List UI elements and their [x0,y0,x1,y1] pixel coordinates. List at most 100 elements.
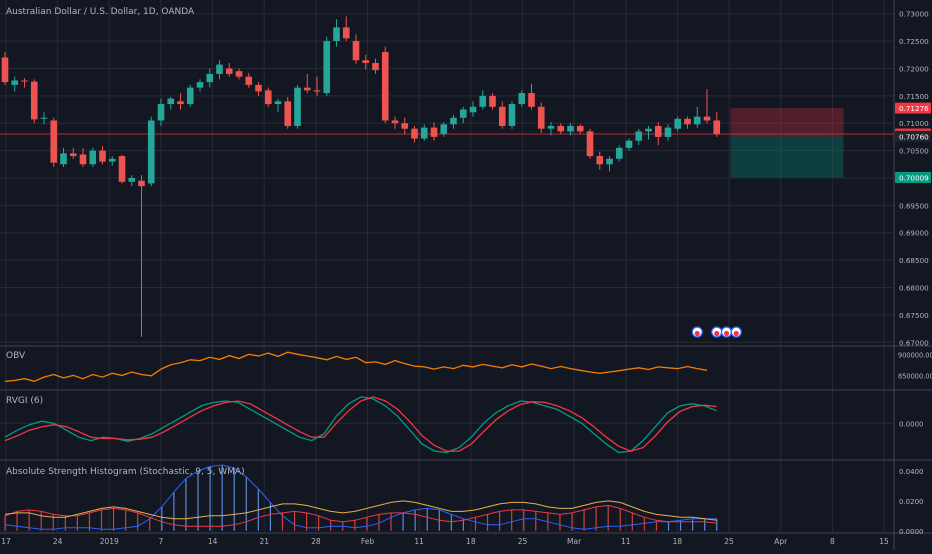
candle-body [323,41,331,94]
price-tick-label: 0.71000 [899,119,929,128]
candle-body [625,140,633,148]
candle-body [450,117,457,125]
candle-body [167,98,175,105]
candle-body [372,62,379,71]
ash-tick-label: 0.0400 [899,468,924,476]
take-profit-zone [730,136,844,178]
candle-body [206,73,214,83]
price-tick-label: 0.70500 [899,147,929,156]
event-marker-flag [714,330,720,337]
candle-body [21,80,28,82]
ash-pane [4,464,718,531]
stop-loss-zone [730,108,844,137]
candle-body [303,87,311,91]
candle-body [225,68,233,74]
candle-body [489,95,496,107]
time-tick-label: 11 [621,537,631,546]
obv-title: OBV [6,351,26,361]
time-tick-label: 11 [414,537,424,546]
event-marker-flag [694,330,700,337]
time-tick-label: 14 [208,537,218,546]
candle-body [30,81,38,120]
candle-body [342,27,350,39]
time-tick-label: 2019 [100,537,119,546]
time-tick-label: Mar [567,537,582,546]
candle-body [528,93,535,107]
candle-body [547,125,555,129]
candle-body [313,90,321,92]
candle-body [508,104,516,126]
price-tick-label: 0.68500 [899,256,929,265]
candle-body [1,57,9,83]
candle-body [274,101,282,105]
time-tick-label: Feb [361,537,375,546]
candle-body [128,177,136,182]
candle-body [60,153,67,165]
event-marker-flag [733,330,739,337]
candle-body [352,41,360,61]
time-tick-label: 17 [1,537,11,546]
candle-body [196,82,204,88]
price-tick-label: 0.67000 [899,338,929,347]
candle-body [391,120,399,124]
rvgi-tick-label: 0.0000 [899,420,924,428]
candle-body [693,116,701,125]
candle-body [586,131,594,157]
entry-price-tag: 0.70760 [899,132,929,141]
candle-body [69,153,77,157]
candle-body [635,131,643,141]
time-tick-label: 7 [159,537,164,546]
ash-title: Absolute Strength Histogram (Stochastic,… [6,467,245,477]
candle-body [459,109,467,118]
event-marker-flag [723,330,730,337]
ash-tick-label: 0.0000 [899,528,924,536]
candle-body [284,101,292,126]
candle-body [420,127,428,139]
candle-body [216,64,223,74]
entry-price-tag-bg [895,130,931,142]
candle-body [440,124,448,135]
target-price-tag-bg [895,171,931,183]
candle-body [479,95,487,107]
time-tick-label: 28 [311,537,321,546]
candle-body [138,180,145,187]
ash-series-line [4,504,717,527]
price-tick-label: 0.69000 [899,229,929,238]
time-tick-label: 8 [830,537,835,546]
candle-body [401,123,409,129]
candle-body [469,106,477,113]
ash-tick-label: 0.0200 [899,498,924,506]
rvgi-series-line [4,396,718,454]
price-tick-label: 0.73000 [899,10,929,19]
candle-body [596,156,604,165]
price-tick-label: 0.72000 [899,64,929,73]
candle-body [264,90,272,105]
candle-body [118,156,126,182]
candle-body [108,158,116,162]
candle-body [498,106,506,126]
candle-body [703,116,711,121]
candle-body [654,125,662,137]
candle-body [362,60,370,63]
time-tick-label: 18 [673,537,683,546]
price-axis: 0.73000 0.72500 0.72000 0.71500 0.71000 0.705… [895,10,932,536]
candle-body [430,127,438,137]
rvgi-series-line [4,396,717,452]
candle-body [79,154,87,165]
symbol-title: Australian Dollar / U.S. Dollar, 1D, OAN… [6,7,195,17]
stop-price-tag: 0.71276 [899,104,929,113]
price-tick-label: 0.67500 [899,311,929,320]
candle-body [537,106,545,129]
candle-body [615,147,623,159]
position-zone [0,108,894,178]
candle-body [518,93,526,105]
candle-body [664,127,672,137]
obv-tick-label: 850000.0000 [898,372,932,380]
price-candles [1,16,721,337]
candle-body [177,101,184,105]
candle-body [576,125,584,132]
price-tick-label: 0.69500 [899,201,929,210]
obv-tick-label: 900000.0000 [898,351,932,359]
